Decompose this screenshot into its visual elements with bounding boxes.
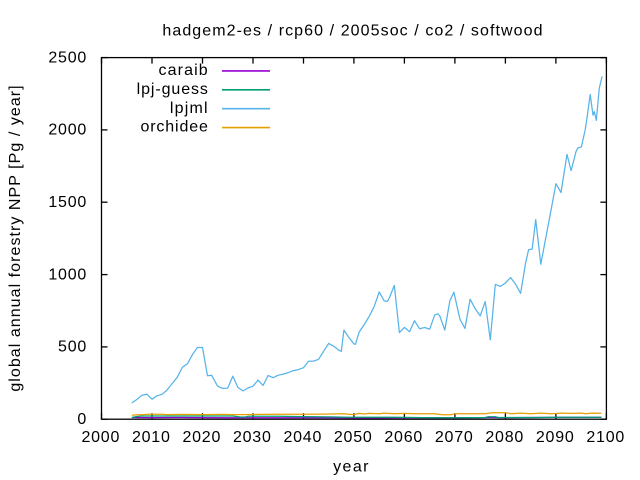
svg-text:2000: 2000 — [48, 122, 87, 139]
svg-text:2060: 2060 — [384, 429, 423, 446]
svg-text:1000: 1000 — [48, 266, 87, 283]
svg-text:2050: 2050 — [334, 429, 373, 446]
svg-text:500: 500 — [58, 339, 87, 356]
svg-text:lpj-guess: lpj-guess — [137, 81, 209, 98]
svg-text:2010: 2010 — [132, 429, 171, 446]
svg-text:hadgem2-es / rcp60 / 2005soc /: hadgem2-es / rcp60 / 2005soc / co2 / sof… — [162, 22, 543, 39]
svg-text:2070: 2070 — [435, 429, 474, 446]
svg-text:2040: 2040 — [284, 429, 323, 446]
svg-text:2030: 2030 — [233, 429, 272, 446]
svg-text:global annual forestry NPP [Pg: global annual forestry NPP [Pg / year] — [7, 84, 24, 391]
svg-text:2020: 2020 — [183, 429, 222, 446]
svg-text:1500: 1500 — [48, 194, 87, 211]
svg-text:year: year — [333, 459, 370, 476]
svg-text:2500: 2500 — [48, 49, 87, 66]
svg-text:lpjml: lpjml — [170, 100, 209, 117]
svg-text:2080: 2080 — [485, 429, 524, 446]
svg-text:2000: 2000 — [82, 429, 121, 446]
svg-text:orchidee: orchidee — [140, 119, 208, 136]
svg-text:0: 0 — [77, 411, 87, 428]
svg-text:2090: 2090 — [536, 429, 575, 446]
svg-text:2100: 2100 — [586, 429, 625, 446]
svg-text:caraib: caraib — [158, 62, 208, 79]
